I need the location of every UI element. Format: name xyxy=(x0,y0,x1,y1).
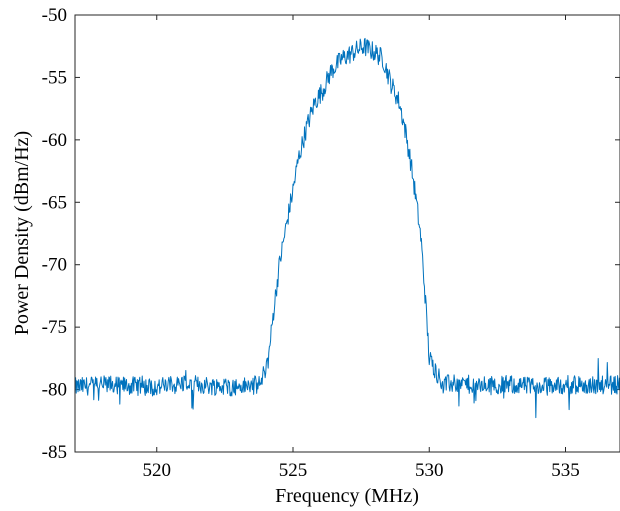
y-tick-label: -80 xyxy=(42,380,67,401)
y-tick-label: -60 xyxy=(42,130,67,151)
x-tick-label: 520 xyxy=(143,460,172,481)
y-tick-label: -70 xyxy=(42,255,67,276)
power-density-line xyxy=(74,37,620,419)
y-tick-label: -85 xyxy=(42,442,67,463)
x-axis-label: Frequency (MHz) xyxy=(275,485,419,507)
x-tick-label: 525 xyxy=(279,460,308,481)
y-tick-label: -65 xyxy=(42,192,67,213)
y-tick-label: -50 xyxy=(42,5,67,26)
x-tick-label: 530 xyxy=(415,460,444,481)
y-axis-label: Power Density (dBm/Hz) xyxy=(11,131,33,335)
plot-area xyxy=(75,15,620,452)
x-tick-label: 535 xyxy=(551,460,580,481)
axes-box xyxy=(74,14,620,453)
x-axis-ticks: 520 525 530 535 xyxy=(143,15,580,481)
y-tick-label: -55 xyxy=(42,67,67,88)
y-axis-ticks: -85 -80 -75 -70 -65 -60 -55 -50 xyxy=(42,5,620,463)
y-tick-label: -75 xyxy=(42,317,67,338)
